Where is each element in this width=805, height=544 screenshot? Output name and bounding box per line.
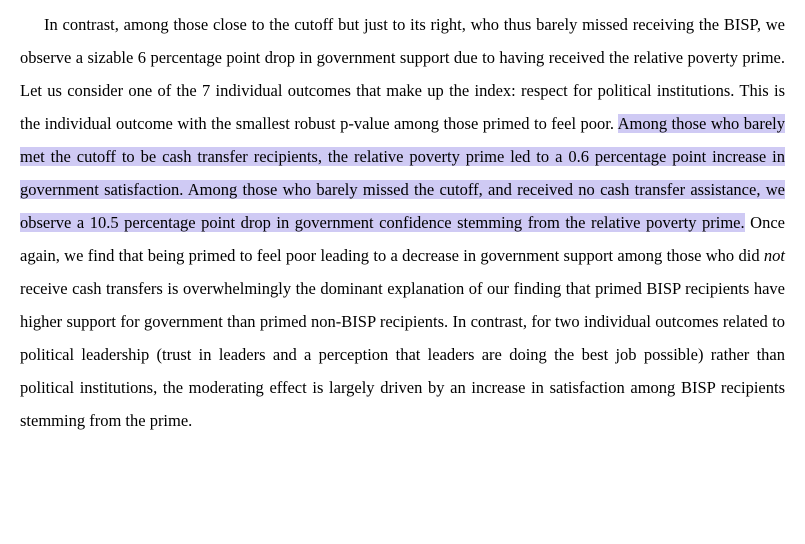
body-paragraph: In contrast, among those close to the cu… [20,8,785,437]
italic-word: not [764,246,785,265]
text-segment-3: receive cash transfers is overwhelmingly… [20,279,785,430]
page-container: In contrast, among those close to the cu… [0,0,805,544]
